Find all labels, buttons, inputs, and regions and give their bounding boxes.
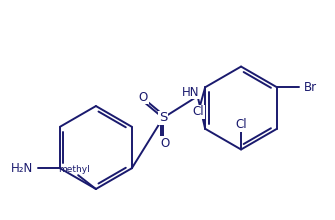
Text: Br: Br [304,81,317,94]
Text: O: O [139,91,148,104]
Text: HN: HN [182,86,199,99]
Text: Cl: Cl [235,118,247,131]
Text: Cl: Cl [192,105,204,119]
Text: S: S [159,111,167,124]
Text: methyl: methyl [58,165,90,174]
Text: H₂N: H₂N [11,162,34,175]
Text: O: O [160,137,170,150]
